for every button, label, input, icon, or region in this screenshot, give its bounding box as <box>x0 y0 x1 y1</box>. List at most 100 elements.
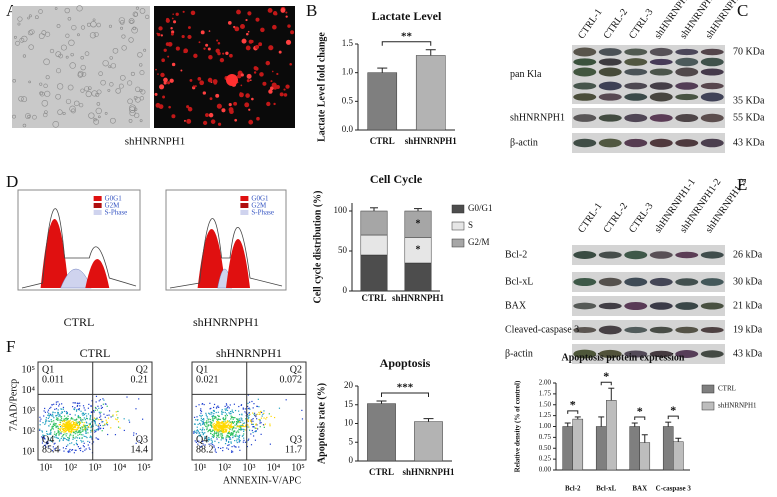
event <box>80 420 82 422</box>
event <box>55 435 57 437</box>
event <box>239 428 241 431</box>
event <box>219 427 222 429</box>
event <box>108 410 111 412</box>
event <box>218 422 220 424</box>
event <box>247 407 249 410</box>
event <box>76 402 78 404</box>
event <box>69 448 71 451</box>
cell-signal <box>247 11 252 16</box>
event <box>53 448 55 450</box>
cell-signal <box>187 26 191 29</box>
bar-segment <box>404 262 432 292</box>
event <box>52 411 54 414</box>
event <box>71 428 74 430</box>
lane-label: CTRL-3 <box>627 7 655 41</box>
event <box>73 426 75 429</box>
event <box>67 420 69 422</box>
cell <box>139 119 143 123</box>
event <box>63 423 66 426</box>
event <box>63 418 65 420</box>
event <box>104 416 106 418</box>
event <box>217 447 220 449</box>
blot-strip <box>572 296 725 316</box>
event <box>240 425 242 427</box>
x-tick-label: CTRL <box>361 293 386 303</box>
event <box>94 409 96 412</box>
event <box>67 444 69 446</box>
blot-strip <box>572 133 725 153</box>
event <box>117 421 120 423</box>
cell <box>28 44 34 50</box>
event <box>52 435 54 438</box>
event <box>48 412 50 415</box>
event <box>206 422 208 424</box>
band <box>649 277 673 287</box>
event <box>63 437 65 439</box>
event <box>69 422 71 424</box>
event <box>220 430 222 432</box>
event <box>206 426 208 428</box>
event <box>195 441 197 443</box>
event <box>74 426 76 428</box>
event <box>58 440 61 442</box>
event <box>232 432 234 435</box>
event <box>208 443 210 445</box>
event <box>227 434 229 437</box>
event <box>242 428 244 430</box>
cell <box>52 120 60 128</box>
event <box>229 433 231 435</box>
event <box>229 434 232 436</box>
event <box>52 413 54 415</box>
event <box>100 411 102 413</box>
event <box>115 411 117 413</box>
event <box>75 422 77 424</box>
cell-signal <box>200 30 205 35</box>
event <box>66 417 68 419</box>
cell-signal <box>247 30 250 33</box>
event <box>214 448 216 450</box>
event <box>238 446 240 448</box>
cell-signal <box>182 10 185 13</box>
event <box>238 438 240 440</box>
event <box>50 440 53 443</box>
event <box>67 429 69 431</box>
plot-title: CTRL <box>80 346 111 360</box>
event <box>68 421 70 423</box>
event <box>95 401 97 403</box>
cell <box>119 75 126 81</box>
event <box>218 406 220 409</box>
event <box>59 414 61 416</box>
event <box>269 423 271 425</box>
event <box>221 435 224 437</box>
cell-signal <box>172 13 174 15</box>
size-label: 43 KDa <box>733 137 765 148</box>
event <box>231 409 233 411</box>
event <box>98 400 100 402</box>
event <box>228 436 230 438</box>
event <box>204 432 206 434</box>
band <box>675 57 699 67</box>
event <box>250 419 252 421</box>
event <box>50 437 52 439</box>
event <box>239 439 241 442</box>
event <box>97 405 99 407</box>
cell <box>65 55 69 59</box>
event <box>60 412 62 414</box>
event <box>222 424 224 426</box>
event <box>43 435 46 437</box>
cell <box>76 5 83 12</box>
event <box>102 424 104 427</box>
cell <box>96 102 101 106</box>
cell-signal <box>283 93 288 97</box>
cell <box>27 16 30 20</box>
event <box>50 406 52 408</box>
event <box>46 420 48 422</box>
panel-label: D <box>6 172 18 191</box>
band <box>624 350 648 358</box>
event <box>238 431 240 433</box>
event <box>69 451 71 453</box>
event <box>50 414 52 416</box>
event <box>240 424 242 427</box>
cell-signal <box>181 34 185 39</box>
event <box>199 414 201 417</box>
